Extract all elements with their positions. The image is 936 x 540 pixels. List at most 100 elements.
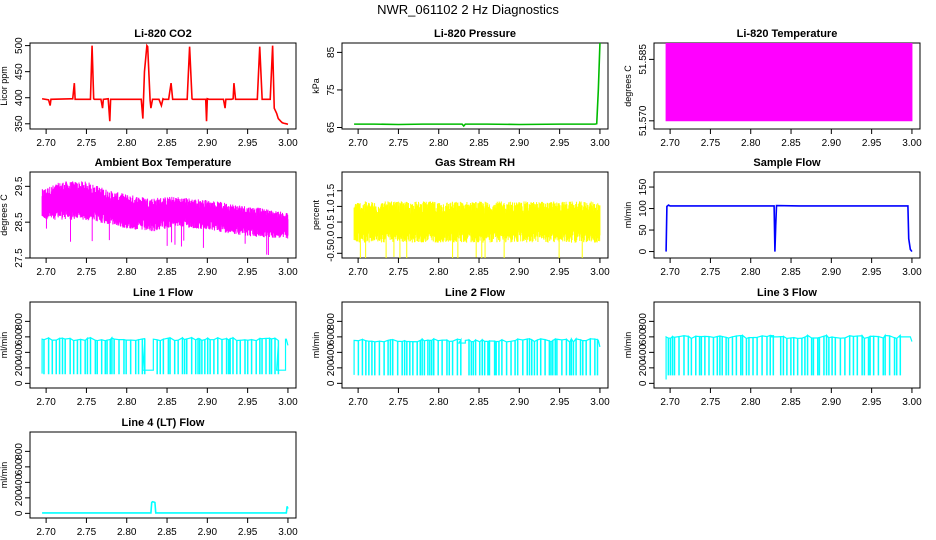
x-tick-label: 2.95 (862, 397, 882, 408)
series-line (354, 43, 601, 128)
series-line (665, 204, 913, 253)
x-tick-label: 2.70 (36, 527, 56, 538)
y-tick-label: 200 (326, 359, 337, 376)
x-tick-label: 2.80 (741, 267, 761, 278)
figure-title: NWR_061102 2 Hz Diagnostics (377, 2, 559, 17)
x-tick-label: 2.95 (238, 267, 258, 278)
x-tick-label: 2.80 (429, 397, 449, 408)
y-tick-label: 0 (14, 510, 25, 516)
plot-frame (29, 301, 297, 389)
x-tick-label: 2.70 (348, 267, 368, 278)
y-axis-label: ml/min (623, 332, 633, 359)
y-tick-label: 400 (14, 344, 25, 361)
x-tick-label: 2.70 (348, 397, 368, 408)
x-tick-label: 3.00 (590, 397, 610, 408)
y-tick-label: 65 (326, 121, 337, 133)
chart-panel: Line 4 (LT) Flow 2.70 2.75 2.80 2.85 2.90 2.95… (0, 417, 298, 538)
y-tick-label: 50 (638, 224, 649, 236)
y-axis-label: kPa (311, 78, 321, 94)
x-tick-label: 3.00 (278, 397, 298, 408)
panel-title: Line 4 (LT) Flow (122, 417, 205, 429)
y-axis-label: ml/min (311, 332, 321, 359)
y-axis-label: Licor ppm (0, 66, 9, 106)
x-tick-label: 3.00 (278, 527, 298, 538)
x-tick-label: 2.70 (660, 267, 680, 278)
plot-frame (29, 431, 297, 519)
plot-frame (653, 171, 921, 259)
series-band (665, 43, 913, 122)
series-line (42, 500, 289, 514)
x-tick-label: 2.70 (348, 138, 368, 149)
x-tick-label: 2.90 (198, 397, 218, 408)
x-tick-label: 2.90 (822, 267, 842, 278)
x-tick-label: 2.90 (510, 397, 530, 408)
x-tick-label: 2.75 (701, 267, 721, 278)
x-tick-label: 2.85 (157, 527, 177, 538)
series-group (42, 500, 289, 514)
y-tick-label: 600 (14, 458, 25, 475)
y-tick-label: 800 (638, 313, 649, 330)
series-group (353, 201, 601, 258)
x-tick-label: 2.90 (510, 138, 530, 149)
y-tick-label: 85 (326, 46, 337, 58)
series-group (41, 43, 289, 126)
plot-frame (341, 301, 609, 389)
y-axis-label: degrees C (0, 194, 9, 236)
x-tick-label: 2.70 (36, 138, 56, 149)
x-tick-label: 2.90 (822, 138, 842, 149)
panel-title: Line 3 Flow (757, 287, 817, 299)
x-tick-label: 2.85 (469, 397, 489, 408)
x-tick-label: 2.85 (469, 267, 489, 278)
y-axis-label: percent (311, 199, 321, 230)
y-tick-label: 29.5 (14, 176, 25, 196)
x-tick-label: 2.95 (862, 138, 882, 149)
y-tick-label: 800 (14, 313, 25, 330)
x-tick-label: 2.80 (117, 397, 137, 408)
x-tick-label: 3.00 (902, 267, 922, 278)
x-tick-label: 2.75 (701, 138, 721, 149)
x-tick-label: 2.85 (157, 138, 177, 149)
x-tick-label: 2.90 (198, 267, 218, 278)
x-tick-label: 2.70 (660, 397, 680, 408)
chart-panel: Li-820 Temperature 2.70 2.75 2.80 2.85 2.90 2.… (623, 28, 922, 149)
x-tick-label: 2.75 (389, 397, 409, 408)
x-tick-label: 3.00 (278, 267, 298, 278)
x-tick-label: 3.00 (902, 397, 922, 408)
x-tick-label: 2.95 (862, 267, 882, 278)
chart-panel: Gas Stream RH 2.70 2.75 2.80 2.85 2.90 2.95 3.0… (311, 157, 610, 278)
y-tick-label: 800 (326, 313, 337, 330)
y-tick-label: 0.0 (326, 230, 337, 244)
chart-panel: Sample Flow 2.70 2.75 2.80 2.85 2.90 2.95 3.00 0… (623, 157, 922, 278)
panel-title: Line 2 Flow (445, 287, 505, 299)
x-tick-label: 2.85 (781, 138, 801, 149)
y-tick-label: 400 (326, 344, 337, 361)
series-line (353, 201, 601, 258)
series-line (353, 336, 601, 376)
panel-title: Li-820 Pressure (434, 28, 516, 40)
series-group (41, 181, 289, 256)
plot-frame (29, 42, 297, 130)
x-tick-label: 2.80 (117, 527, 137, 538)
x-tick-label: 2.85 (157, 267, 177, 278)
plot-frame (29, 171, 297, 259)
panel-title: Line 1 Flow (133, 287, 193, 299)
panel-title: Li-820 Temperature (737, 28, 838, 40)
x-tick-label: 2.90 (822, 397, 842, 408)
x-tick-label: 2.85 (157, 397, 177, 408)
y-tick-label: 100 (638, 200, 649, 217)
y-axis-label: ml/min (623, 202, 633, 229)
y-tick-label: 1.5 (326, 183, 337, 197)
x-tick-label: 2.75 (701, 397, 721, 408)
x-tick-label: 2.80 (429, 138, 449, 149)
chart-panel: Li-820 CO2 2.70 2.75 2.80 2.85 2.90 2.95 3.00 35… (0, 28, 298, 149)
y-tick-label: 0 (14, 380, 25, 386)
y-tick-label: 400 (14, 474, 25, 491)
x-tick-label: 2.85 (469, 138, 489, 149)
x-tick-label: 3.00 (278, 138, 298, 149)
series-line (665, 333, 913, 380)
series-line (41, 43, 289, 126)
x-tick-label: 2.90 (198, 138, 218, 149)
panel-title: Sample Flow (753, 157, 821, 169)
y-tick-label: 150 (638, 178, 649, 195)
